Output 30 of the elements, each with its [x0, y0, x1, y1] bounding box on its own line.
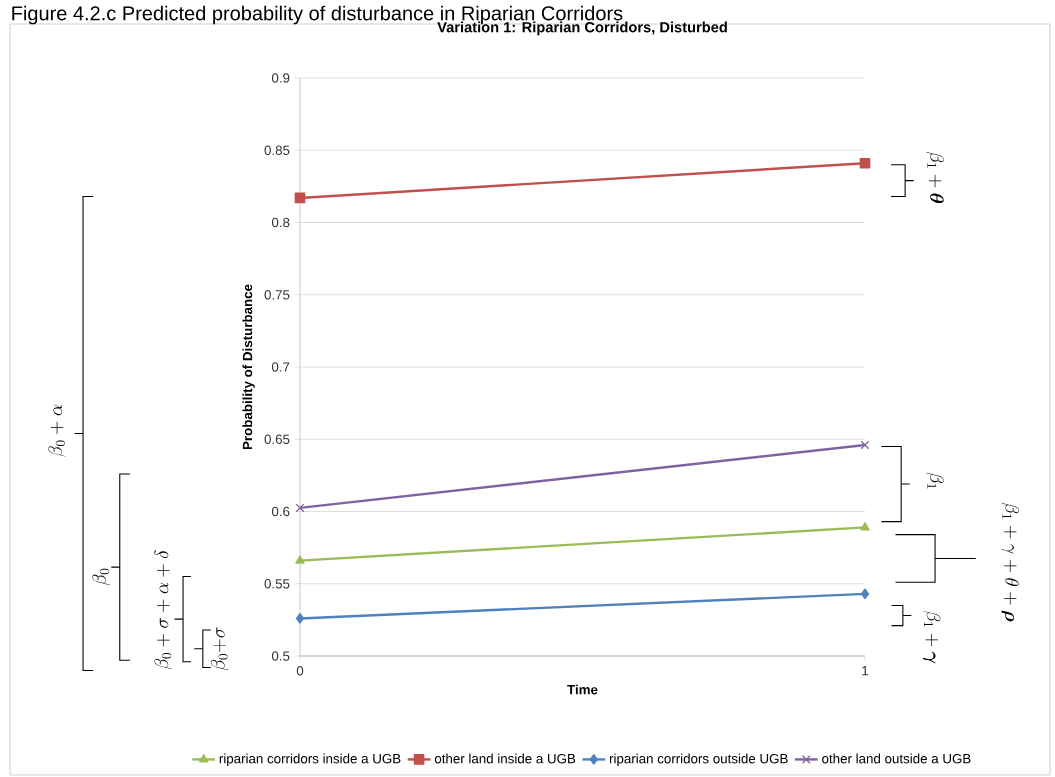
x-tick-label: 0 — [296, 666, 304, 676]
legend-label: other land outside a UGB — [822, 753, 971, 764]
x-axis-title: Time — [567, 684, 598, 695]
y-tick-label: 0.8 — [271, 217, 290, 228]
point — [860, 588, 870, 600]
text: $\beta_1$ — [926, 472, 944, 489]
y-tick-label: 0.75 — [264, 290, 290, 300]
y-tick-label: 0.85 — [264, 145, 290, 155]
point — [295, 503, 305, 513]
y-tick-label: 0.7 — [271, 362, 290, 372]
text: $\beta_1+\gamma+\theta+\boldsymbol{\rho}$ — [1001, 503, 1019, 622]
legend-label: riparian corridors inside a UGB — [219, 753, 401, 767]
point — [295, 613, 305, 624]
text: $\beta_0+\sigma+\alpha+\delta$ — [154, 550, 172, 670]
y-axis-title: Probability of Disturbance — [242, 284, 255, 450]
y-tick-label: 0.55 — [264, 579, 290, 589]
y-tick-label: 0.6 — [271, 506, 290, 517]
legend-label: other land inside a UGB — [434, 753, 576, 764]
text: $\beta_1+\boldsymbol{\theta}$ — [926, 152, 944, 204]
point — [860, 440, 870, 450]
y-tick-label: 0.5 — [271, 651, 290, 661]
text: $\beta_0{+}\sigma$ — [211, 627, 229, 671]
y-tick-label: 0.9 — [271, 73, 290, 83]
text: $\beta_0+\alpha$ — [48, 404, 66, 457]
legend-label: riparian corridors outside UGB — [609, 753, 788, 767]
y-tick-label: 0.65 — [264, 434, 290, 444]
point — [859, 157, 871, 169]
text: $\beta_1+\boldsymbol{\gamma}$ — [922, 610, 941, 664]
x-tick-label: 1 — [862, 666, 869, 676]
text: $\beta_0$ — [92, 568, 110, 585]
